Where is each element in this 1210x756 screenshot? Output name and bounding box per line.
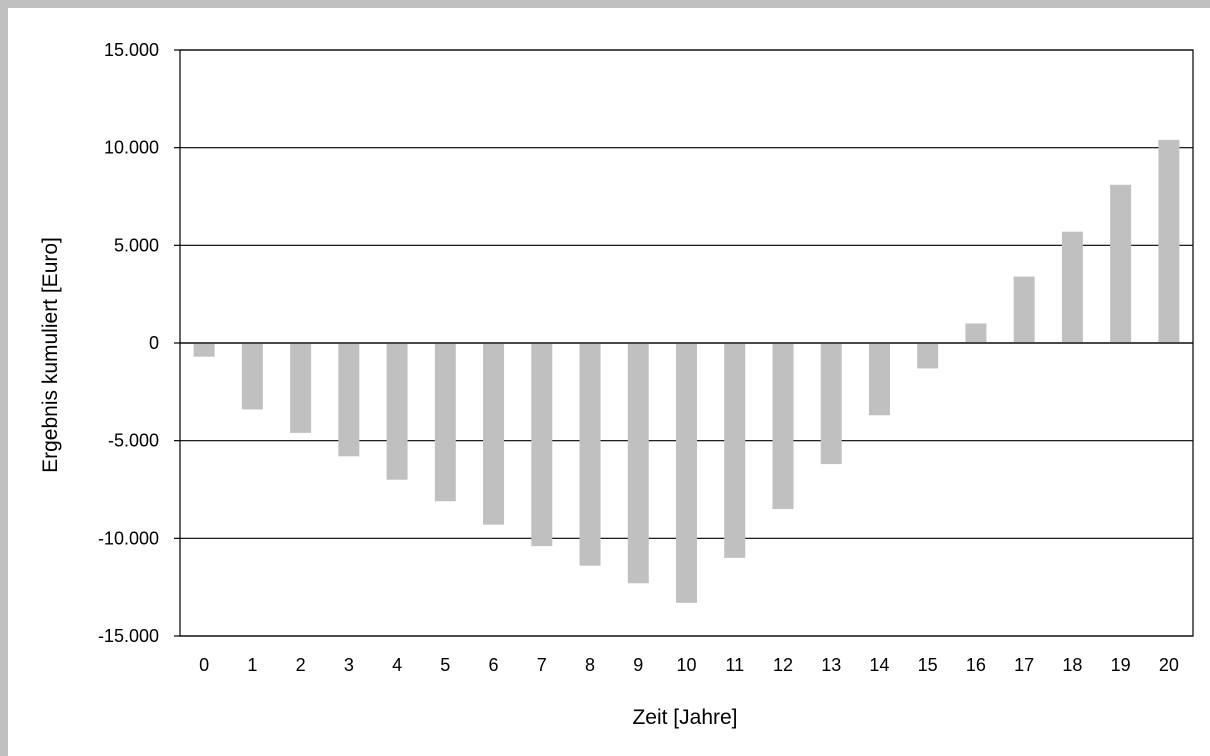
x-tick-label: 0	[199, 655, 209, 675]
bar	[820, 343, 842, 465]
bar	[483, 343, 505, 525]
bar	[868, 343, 890, 416]
bar	[1110, 184, 1132, 343]
x-tick-label: 12	[773, 655, 793, 675]
x-tick-label: 5	[440, 655, 450, 675]
bar	[676, 343, 697, 603]
y-axis-title: Ergebnis kumuliert [Euro]	[39, 237, 62, 473]
x-tick-label: 6	[489, 655, 499, 675]
bar	[386, 343, 408, 480]
x-tick-label: 18	[1062, 655, 1082, 675]
x-tick-label: 1	[247, 655, 257, 675]
bar	[1013, 276, 1035, 343]
y-tick-labels: 15.000 10.000 5.000 0 -5.000 -10.000 -15.000	[98, 40, 159, 646]
bar	[1061, 231, 1083, 343]
bars	[193, 139, 1180, 603]
x-tick-label: 13	[821, 655, 841, 675]
bar	[338, 343, 360, 457]
x-tick-label: 8	[585, 655, 595, 675]
bar	[724, 343, 746, 558]
x-tick-label: 3	[344, 655, 354, 675]
chart-frame	[8, 8, 1210, 756]
plot-border	[179, 49, 1194, 637]
bar	[579, 343, 601, 566]
bar	[772, 343, 794, 510]
bar	[965, 323, 987, 343]
x-tick-label: 9	[633, 655, 643, 675]
x-axis-title: Zeit [Jahre]	[632, 706, 737, 729]
y-tick-label: 5.000	[114, 235, 159, 255]
x-tick-label: 16	[966, 655, 986, 675]
axes	[174, 49, 1194, 637]
bar	[531, 343, 553, 547]
y-tick-label: -10.000	[98, 528, 159, 548]
bar	[434, 343, 456, 502]
x-tick-labels: 0 1 2 3 4 5 6 7 8 9 10 11 12 13 14 15 16 17 18 19 20	[199, 655, 1179, 675]
y-tick-label: -15.000	[98, 626, 159, 646]
x-tick-label: 4	[392, 655, 402, 675]
bar	[1158, 139, 1180, 343]
y-tick-label: 10.000	[104, 138, 159, 158]
x-tick-label: 7	[537, 655, 547, 675]
x-tick-label: 2	[296, 655, 306, 675]
x-tick-label: 14	[869, 655, 889, 675]
x-tick-label: 19	[1111, 655, 1131, 675]
bar	[290, 343, 312, 433]
bar	[241, 343, 263, 410]
x-tick-label: 20	[1159, 655, 1179, 675]
x-tick-label: 17	[1014, 655, 1034, 675]
y-tick-label: 0	[149, 333, 159, 353]
x-tick-label: 10	[676, 655, 696, 675]
bar	[627, 343, 649, 584]
x-tick-label: 15	[918, 655, 938, 675]
y-tick-label: 15.000	[104, 40, 159, 60]
bar	[917, 343, 939, 369]
y-tick-label: -5.000	[108, 431, 159, 451]
x-tick-label: 11	[725, 655, 744, 675]
bar	[193, 343, 215, 357]
